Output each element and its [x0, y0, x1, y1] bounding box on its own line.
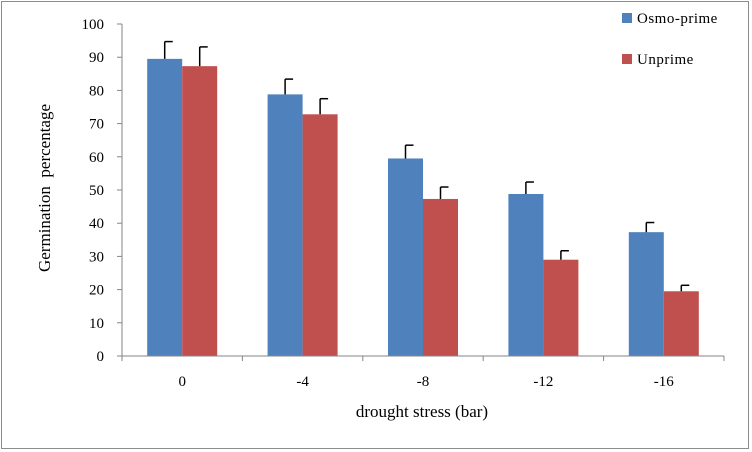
y-tick-label: 90	[89, 50, 104, 66]
y-tick-label: 40	[89, 216, 104, 232]
legend-swatch-unprime	[622, 54, 632, 64]
legend-label-unprime: Unprime	[637, 52, 694, 68]
y-tick-label: 80	[89, 83, 104, 99]
bar-osmo-prime-1	[267, 94, 303, 356]
x-tick-label: -4	[296, 374, 309, 390]
y-tick-label: 100	[82, 17, 105, 33]
bar-unprime-3	[543, 259, 579, 356]
bar-osmo-prime-0	[147, 58, 183, 357]
bar-unprime-2	[423, 198, 458, 356]
error-bars-group	[163, 40, 690, 292]
y-tick-label: 50	[89, 183, 104, 199]
bar-unprime-1	[302, 114, 338, 356]
y-tick-label: 60	[89, 150, 104, 166]
y-axis-title: Germination percentage	[35, 104, 54, 272]
x-tick-label: -8	[417, 374, 430, 390]
y-tick-label: 70	[89, 117, 104, 133]
x-tick-label: 0	[178, 374, 186, 390]
legend-swatch-osmo-prime	[622, 13, 632, 23]
x-axis-title: drought stress (bar)	[356, 402, 488, 421]
y-tick-label: 10	[89, 316, 104, 332]
x-ticks-group: 0 -4 -8 -12 -16	[121, 356, 725, 390]
bar-unprime-4	[663, 291, 699, 356]
x-tick-label: -16	[654, 374, 674, 390]
x-tick-label: -12	[533, 374, 553, 390]
bar-unprime-0	[182, 66, 218, 356]
y-tick-label: 0	[97, 349, 105, 365]
bar-osmo-prime-4	[628, 232, 664, 356]
bars-group	[147, 58, 699, 357]
legend: Osmo-prime Unprime	[622, 11, 718, 68]
y-ticks-group: 0 10 20 30 40 50 60 70 80 90 100	[82, 17, 122, 365]
y-tick-label: 30	[89, 249, 104, 265]
y-tick-label: 20	[89, 283, 104, 299]
legend-label-osmo-prime: Osmo-prime	[637, 11, 718, 27]
bar-osmo-prime-2	[388, 158, 423, 356]
bar-osmo-prime-3	[508, 193, 544, 356]
